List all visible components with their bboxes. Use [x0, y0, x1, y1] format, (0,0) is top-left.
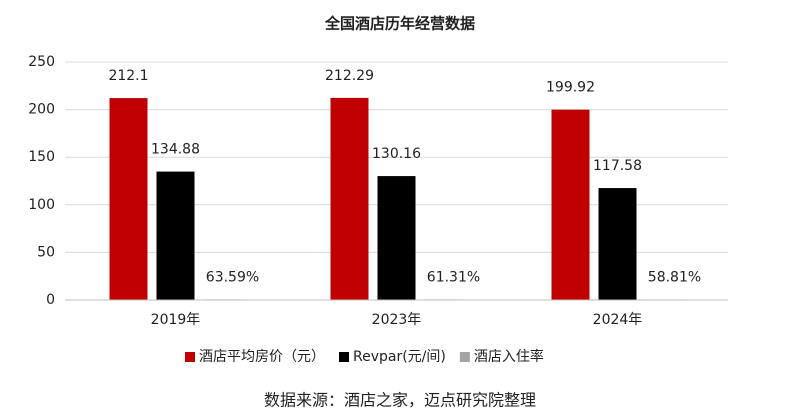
- data-label: 199.92: [546, 80, 595, 96]
- legend-label: Revpar(元/间): [353, 349, 446, 365]
- data-label: 212.29: [325, 68, 374, 84]
- data-label: 212.1: [108, 68, 148, 84]
- legend-swatch: [339, 352, 349, 362]
- y-tick-label: 50: [37, 244, 55, 260]
- data-label: 117.58: [593, 158, 642, 174]
- bar: [156, 171, 195, 300]
- bar: [109, 98, 148, 300]
- y-tick-label: 100: [28, 197, 55, 213]
- data-label: 63.59%: [206, 269, 259, 285]
- y-tick-label: 150: [28, 149, 55, 165]
- y-tick-label: 250: [28, 54, 55, 70]
- chart-title: 全国酒店历年经营数据: [324, 15, 475, 33]
- legend-swatch: [185, 352, 195, 362]
- source-note: 数据来源：酒店之家，迈点研究院整理: [264, 391, 536, 410]
- bar: [377, 176, 416, 300]
- x-tick-label: 2024年: [593, 312, 643, 328]
- y-tick-label: 200: [28, 102, 55, 118]
- legend-label: 酒店平均房价（元）: [199, 349, 325, 365]
- data-label: 134.88: [151, 142, 200, 158]
- data-label: 58.81%: [648, 269, 701, 285]
- x-tick-label: 2019年: [151, 312, 201, 328]
- data-label: 61.31%: [427, 269, 480, 285]
- x-tick-label: 2023年: [372, 312, 422, 328]
- legend-label: 酒店入住率: [474, 348, 544, 365]
- bar: [598, 188, 637, 300]
- bar: [330, 97, 369, 300]
- y-tick-label: 0: [46, 292, 55, 308]
- legend-swatch: [459, 352, 470, 362]
- data-label: 130.16: [372, 146, 421, 162]
- bar: [551, 109, 590, 300]
